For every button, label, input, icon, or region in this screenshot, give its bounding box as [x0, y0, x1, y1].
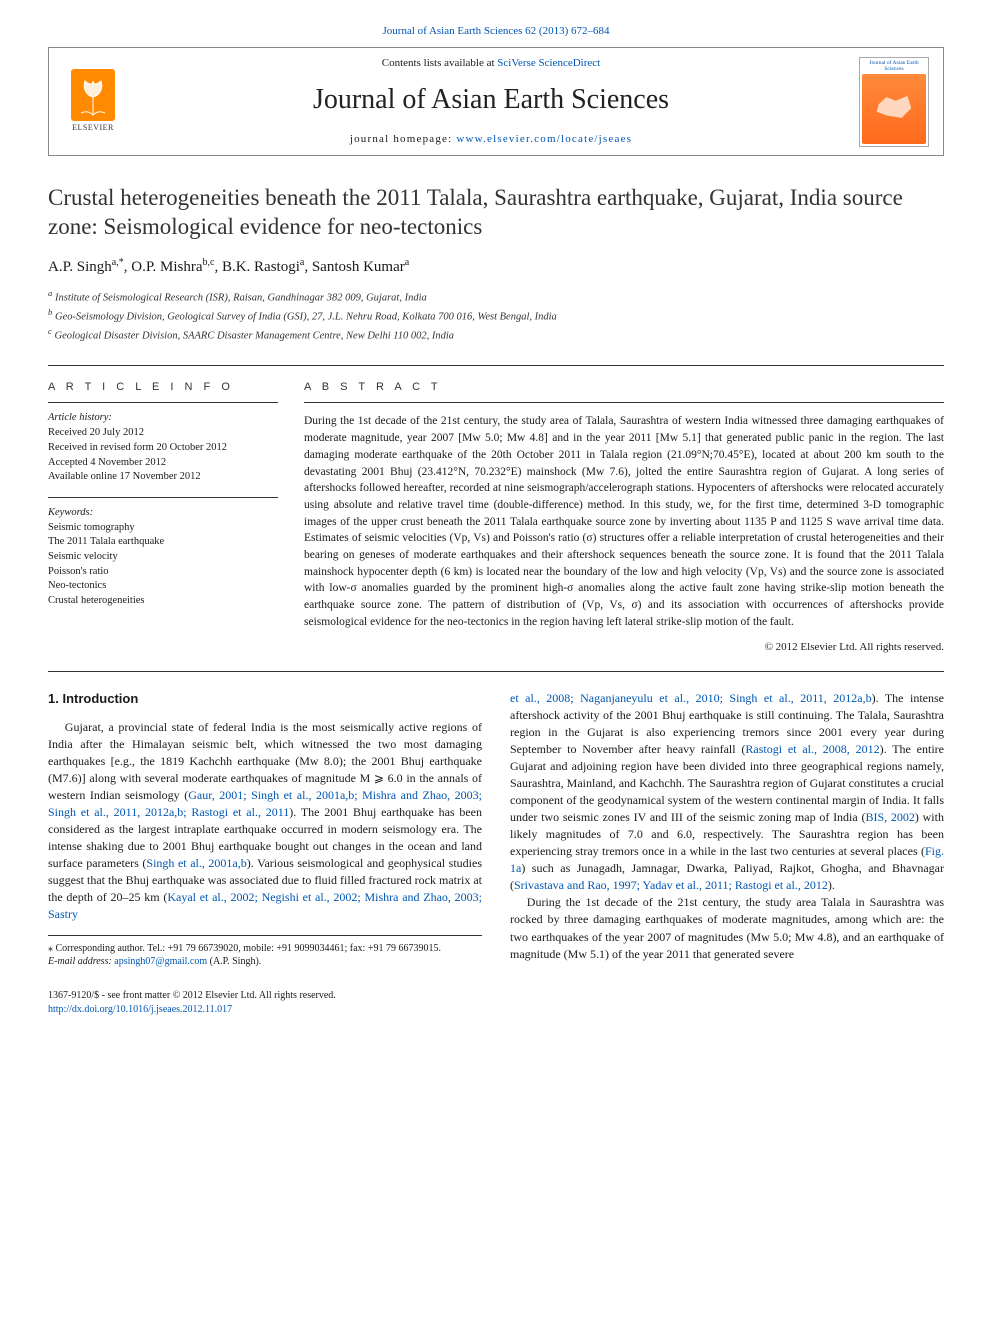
sciencedirect-link[interactable]: SciVerse ScienceDirect [497, 57, 600, 69]
affiliation: a Institute of Seismological Research (I… [48, 287, 944, 306]
affiliation: b Geo-Seismology Division, Geological Su… [48, 306, 944, 325]
keyword: Poisson's ratio [48, 565, 278, 580]
citation-link[interactable]: Rastogi et al., 2008, 2012 [745, 742, 879, 756]
footnote-line: ⁎ Corresponding author. Tel.: +91 79 667… [48, 942, 482, 956]
citation-link[interactable]: Singh et al., 2001a,b [146, 856, 246, 870]
article-history-label: Article history: [48, 411, 278, 426]
abstract-column: A B S T R A C T During the 1st decade of… [304, 370, 944, 655]
elsevier-logo: ELSEVIER [63, 67, 123, 137]
author: B.K. Rastogia [222, 259, 304, 275]
journal-banner: ELSEVIER Contents lists available at Sci… [48, 47, 944, 156]
journal-citation-link[interactable]: Journal of Asian Earth Sciences 62 (2013… [383, 25, 610, 37]
article-info-column: A R T I C L E I N F O Article history: R… [48, 370, 278, 655]
divider [48, 402, 278, 403]
divider [48, 671, 944, 672]
keyword: Neo-tectonics [48, 579, 278, 594]
abstract-text: During the 1st decade of the 21st centur… [304, 413, 944, 630]
keywords-label: Keywords: [48, 506, 278, 521]
history-item: Accepted 4 November 2012 [48, 456, 278, 471]
elsevier-tree-icon [71, 69, 115, 121]
keyword: Seismic velocity [48, 550, 278, 565]
keyword: The 2011 Talala earthquake [48, 535, 278, 550]
page-footer: 1367-9120/$ - see front matter © 2012 El… [48, 989, 944, 1017]
author: A.P. Singha,* [48, 259, 124, 275]
author-list: A.P. Singha,*, O.P. Mishrab,c, B.K. Rast… [48, 256, 944, 277]
homepage-label: journal homepage: [350, 133, 457, 145]
affiliations: a Institute of Seismological Research (I… [48, 287, 944, 345]
affiliation: c Geological Disaster Division, SAARC Di… [48, 325, 944, 344]
footnote-email-line: E-mail address: apsingh07@gmail.com (A.P… [48, 955, 482, 969]
divider [48, 365, 944, 366]
email-link[interactable]: apsingh07@gmail.com [114, 956, 207, 967]
keyword: Crustal heterogeneities [48, 594, 278, 609]
front-matter-line: 1367-9120/$ - see front matter © 2012 El… [48, 989, 944, 1003]
contents-available-line: Contents lists available at SciVerse Sci… [123, 56, 859, 71]
doi-link[interactable]: http://dx.doi.org/10.1016/j.jseaes.2012.… [48, 1004, 232, 1015]
abstract-heading: A B S T R A C T [304, 380, 944, 395]
citation-link[interactable]: et al., 2008; Naganjaneyulu et al., 2010… [510, 691, 872, 705]
cover-image-icon [862, 74, 926, 144]
journal-title: Journal of Asian Earth Sciences [123, 81, 859, 119]
article-title: Crustal heterogeneities beneath the 2011… [48, 184, 944, 242]
body-paragraph: et al., 2008; Naganjaneyulu et al., 2010… [510, 690, 944, 894]
divider [304, 402, 944, 403]
abstract-copyright: © 2012 Elsevier Ltd. All rights reserved… [304, 640, 944, 655]
journal-homepage-line: journal homepage: www.elsevier.com/locat… [123, 132, 859, 147]
journal-homepage-link[interactable]: www.elsevier.com/locate/jseaes [456, 133, 632, 145]
keyword: Seismic tomography [48, 521, 278, 536]
citation-link[interactable]: Srivastava and Rao, 1997; Yadav et al., … [514, 878, 828, 892]
body-paragraph: During the 1st decade of the 21st centur… [510, 894, 944, 962]
journal-citation-top: Journal of Asian Earth Sciences 62 (2013… [48, 24, 944, 39]
author: Santosh Kumara [312, 259, 409, 275]
history-item: Received 20 July 2012 [48, 426, 278, 441]
citation-link[interactable]: BIS, 2002 [865, 810, 914, 824]
divider [48, 497, 278, 498]
corresponding-author-footnote: ⁎ Corresponding author. Tel.: +91 79 667… [48, 935, 482, 969]
article-info-heading: A R T I C L E I N F O [48, 380, 278, 395]
journal-cover-thumbnail: Journal of Asian Earth Sciences [859, 57, 929, 147]
elsevier-label: ELSEVIER [72, 123, 114, 134]
history-item: Received in revised form 20 October 2012 [48, 441, 278, 456]
avail-prefix: Contents lists available at [382, 57, 497, 69]
history-item: Available online 17 November 2012 [48, 470, 278, 485]
author: O.P. Mishrab,c [131, 259, 214, 275]
section-heading: 1. Introduction [48, 690, 482, 708]
cover-caption: Journal of Asian Earth Sciences [862, 60, 926, 72]
body-columns: 1. Introduction Gujarat, a provincial st… [48, 690, 944, 969]
body-paragraph: Gujarat, a provincial state of federal I… [48, 719, 482, 923]
